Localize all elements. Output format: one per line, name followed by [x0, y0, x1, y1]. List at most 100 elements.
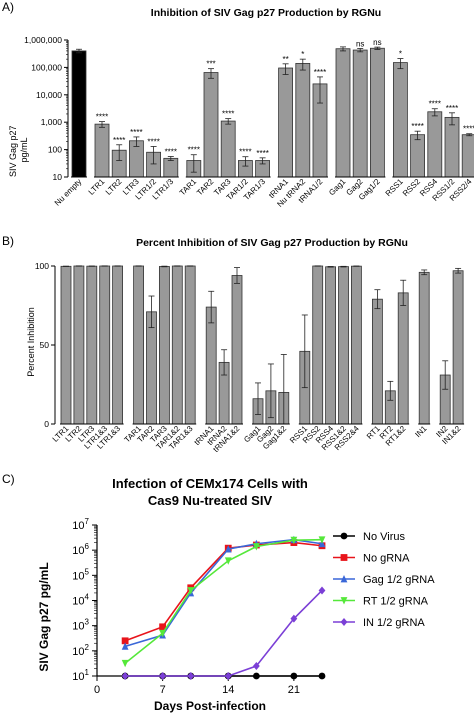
a-bar: [163, 157, 179, 178]
b-bar: [86, 265, 98, 425]
b-bar: [312, 265, 324, 425]
c-series-point-4: [252, 661, 260, 670]
c-xtick-label-1: 7: [160, 684, 166, 696]
c-ytick-base: 10: [72, 545, 84, 557]
a-bar: [94, 123, 110, 178]
c-ytick-label-6: 107: [72, 517, 89, 532]
a-category-label: RSS1: [384, 177, 406, 199]
a-significance-label: ****: [113, 136, 125, 145]
a-significance-label: ****: [446, 104, 458, 113]
a-significance-label: ****: [147, 137, 159, 146]
b-bar: [184, 265, 196, 425]
c-ytick-exponent: 4: [85, 593, 90, 602]
a-significance-label: ****: [256, 149, 268, 158]
a-significance-label: ****: [411, 122, 423, 131]
c-legend-label-3: RT 1/2 gRNA: [363, 596, 429, 608]
c-series-point-3: [318, 536, 326, 544]
b-bar: [338, 266, 349, 425]
c-series-point-3: [252, 543, 260, 551]
c-series-point-3: [187, 587, 195, 595]
c-legend-marker-3: [340, 597, 348, 605]
a-ytick-label-2: 1,000: [41, 117, 63, 127]
c-legend-marker-1: [340, 554, 348, 561]
panel-a-label: A): [2, 0, 14, 14]
c-series-point-0: [290, 672, 298, 680]
a-bar: [444, 116, 460, 178]
b-bar: [205, 306, 217, 425]
panel-c-ylabel: SIV Gag p27 pg/mL: [37, 562, 51, 671]
c-series-point-1: [121, 637, 129, 645]
b-bar: [171, 265, 183, 425]
b-bar: [73, 265, 85, 425]
b-bar: [350, 265, 362, 425]
c-series-line-3: [124, 538, 323, 664]
c-legend-label-2: Gag 1/2 gRNA: [363, 574, 435, 586]
a-significance-label: ns: [373, 38, 381, 47]
a-category-label: TAR1: [178, 177, 199, 198]
b-ytick-label-2: 100: [35, 261, 49, 271]
c-series-point-4: [318, 586, 326, 595]
c-series-point-3: [224, 557, 232, 565]
b-bar: [452, 270, 464, 425]
c-ytick-label-5: 106: [72, 542, 89, 557]
c-ytick-exponent: 5: [85, 567, 90, 576]
panel-c-title-line2: Cas9 Nu-treated SIV: [148, 493, 273, 508]
a-significance-label: ****: [222, 110, 234, 119]
c-series-point-4: [224, 672, 232, 680]
panel-c-label: C): [2, 472, 15, 486]
a-bar: [71, 50, 87, 178]
c-legend-label-1: No gRNA: [363, 553, 410, 565]
a-significance-label: **: [282, 55, 288, 64]
c-series-point-2: [121, 642, 129, 650]
panel-c-legend: No Virus No gRNA Gag 1/2 gRNA RT 1/2 gRNA IN…: [333, 531, 435, 629]
a-ytick-label-4: 100,000: [31, 62, 62, 72]
b-bar: [146, 311, 157, 425]
b-category-label: IN1: [413, 424, 429, 440]
b-ytick-label-1: 50: [40, 340, 50, 350]
c-ytick-exponent: 7: [85, 517, 90, 526]
c-series-point-4: [159, 672, 167, 680]
a-category-label: LTR1: [87, 177, 107, 197]
b-bar: [231, 275, 243, 425]
c-ytick-label-4: 105: [72, 567, 89, 582]
a-significance-label: ****: [96, 113, 108, 122]
c-series-line-4: [125, 589, 323, 677]
c-ytick-exponent: 2: [85, 643, 90, 652]
a-bar: [427, 111, 443, 178]
a-significance-label: ****: [130, 128, 142, 137]
panel-a-ylabel-line1: SIV Gag p27: [8, 125, 18, 177]
c-legend-marker-0: [340, 532, 348, 540]
b-bar: [158, 266, 170, 425]
c-xtick-label-3: 21: [288, 684, 300, 696]
c-series-point-1: [159, 623, 167, 631]
b-bar: [112, 265, 123, 425]
a-significance-label: ****: [429, 100, 441, 109]
c-series-line-1: [124, 541, 323, 642]
b-ytick-label-0: 0: [44, 419, 49, 429]
panel-a-ylabel: SIV Gag p27 pg/mL: [8, 123, 29, 177]
panel-a: A) Inhibition of SIV Gag p27 Production …: [2, 0, 474, 209]
panel-c-title-line1: Infection of CEMx174 Cells with: [112, 476, 308, 491]
a-significance-label: *: [301, 50, 304, 59]
a-bar: [335, 48, 351, 178]
a-category-label: TAR2: [195, 177, 216, 198]
c-ytick-label-2: 103: [72, 618, 89, 633]
panel-a-title: Inhibition of SIV Gag p27 Production by …: [151, 7, 381, 19]
c-ytick-label-1: 102: [72, 643, 89, 658]
c-ytick-base: 10: [72, 596, 84, 608]
a-bar: [278, 67, 294, 178]
a-significance-label: ****: [314, 68, 326, 77]
a-bar: [369, 47, 385, 178]
c-ytick-base: 10: [72, 570, 84, 582]
b-bar: [60, 265, 72, 425]
b-bar: [325, 266, 337, 425]
a-ytick-label-3: 10,000: [36, 90, 62, 100]
c-ytick-base: 10: [72, 621, 84, 633]
panel-c-xlabel: Days Post-infection: [154, 699, 266, 713]
c-series-point-2: [224, 545, 232, 553]
a-significance-label: ns: [356, 39, 364, 48]
